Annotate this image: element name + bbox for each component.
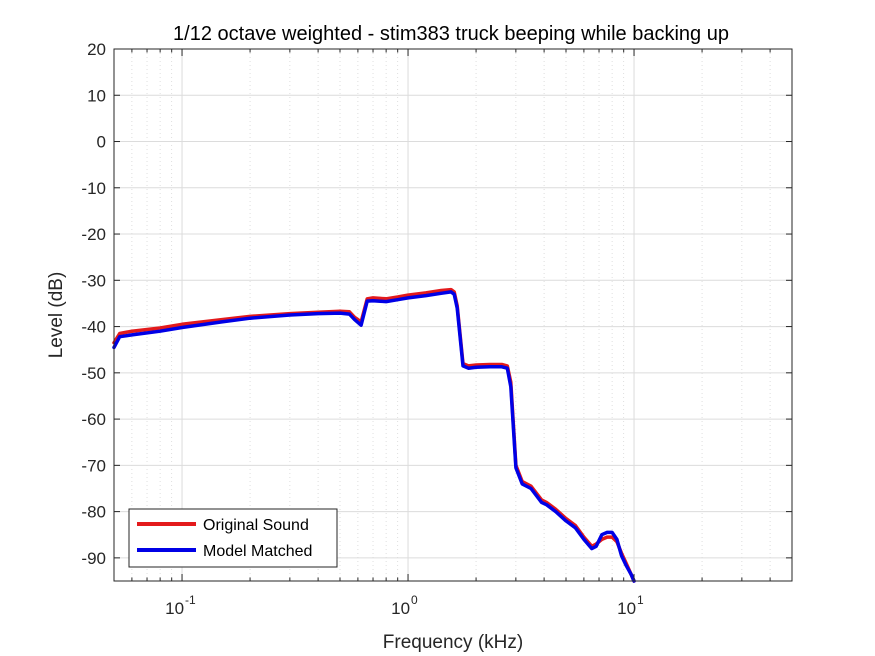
y-tick-label: -10 (81, 179, 106, 198)
x-tick-label-base: 10 (391, 599, 410, 618)
x-tick-label-exponent: -1 (185, 593, 196, 607)
y-tick-label: -70 (81, 456, 106, 475)
y-tick-label: -60 (81, 410, 106, 429)
x-tick-label-exponent: 1 (637, 593, 644, 607)
x-tick-label-exponent: 0 (411, 593, 418, 607)
legend-label-original-sound: Original Sound (203, 517, 309, 534)
y-tick-label: -40 (81, 318, 106, 337)
axes-background (114, 49, 792, 581)
series-layer (112, 287, 636, 583)
y-tick-label: 20 (87, 40, 106, 59)
x-tick-label: 10 -1 (165, 593, 196, 618)
minor-grid (131, 49, 771, 581)
y-tick-label: 0 (97, 133, 106, 152)
x-tick-labels: 10 -1 10 0 10 1 (165, 593, 644, 618)
y-tick-label: 10 (87, 86, 106, 105)
y-tick-label: -90 (81, 549, 106, 568)
x-tick-label-base: 10 (165, 599, 184, 618)
x-tick-label-base: 10 (617, 599, 636, 618)
y-tick-labels: 20 10 0 -10 -20 -30 -40 -50 -60 -70 -80 -90 (81, 40, 106, 568)
chart-title: 1/12 octave weighted - stim383 truck bee… (173, 23, 729, 45)
x-tick-label: 10 1 (617, 593, 644, 618)
tick-marks (114, 48, 792, 581)
legend: Original Sound Model Matched (128, 508, 338, 568)
y-tick-label: -20 (81, 225, 106, 244)
x-tick-label: 10 0 (391, 593, 418, 618)
y-tick-label: -80 (81, 503, 106, 522)
series-line-model-matched (112, 290, 636, 583)
legend-box (128, 508, 338, 568)
y-axis-title: Level (dB) (46, 272, 67, 359)
legend-label-model-matched: Model Matched (203, 543, 312, 560)
axes-box (113, 48, 793, 582)
plot-area (112, 48, 793, 583)
y-tick-label: -50 (81, 364, 106, 383)
y-tick-label: -30 (81, 271, 106, 290)
x-axis-title: Frequency (kHz) (383, 632, 523, 653)
